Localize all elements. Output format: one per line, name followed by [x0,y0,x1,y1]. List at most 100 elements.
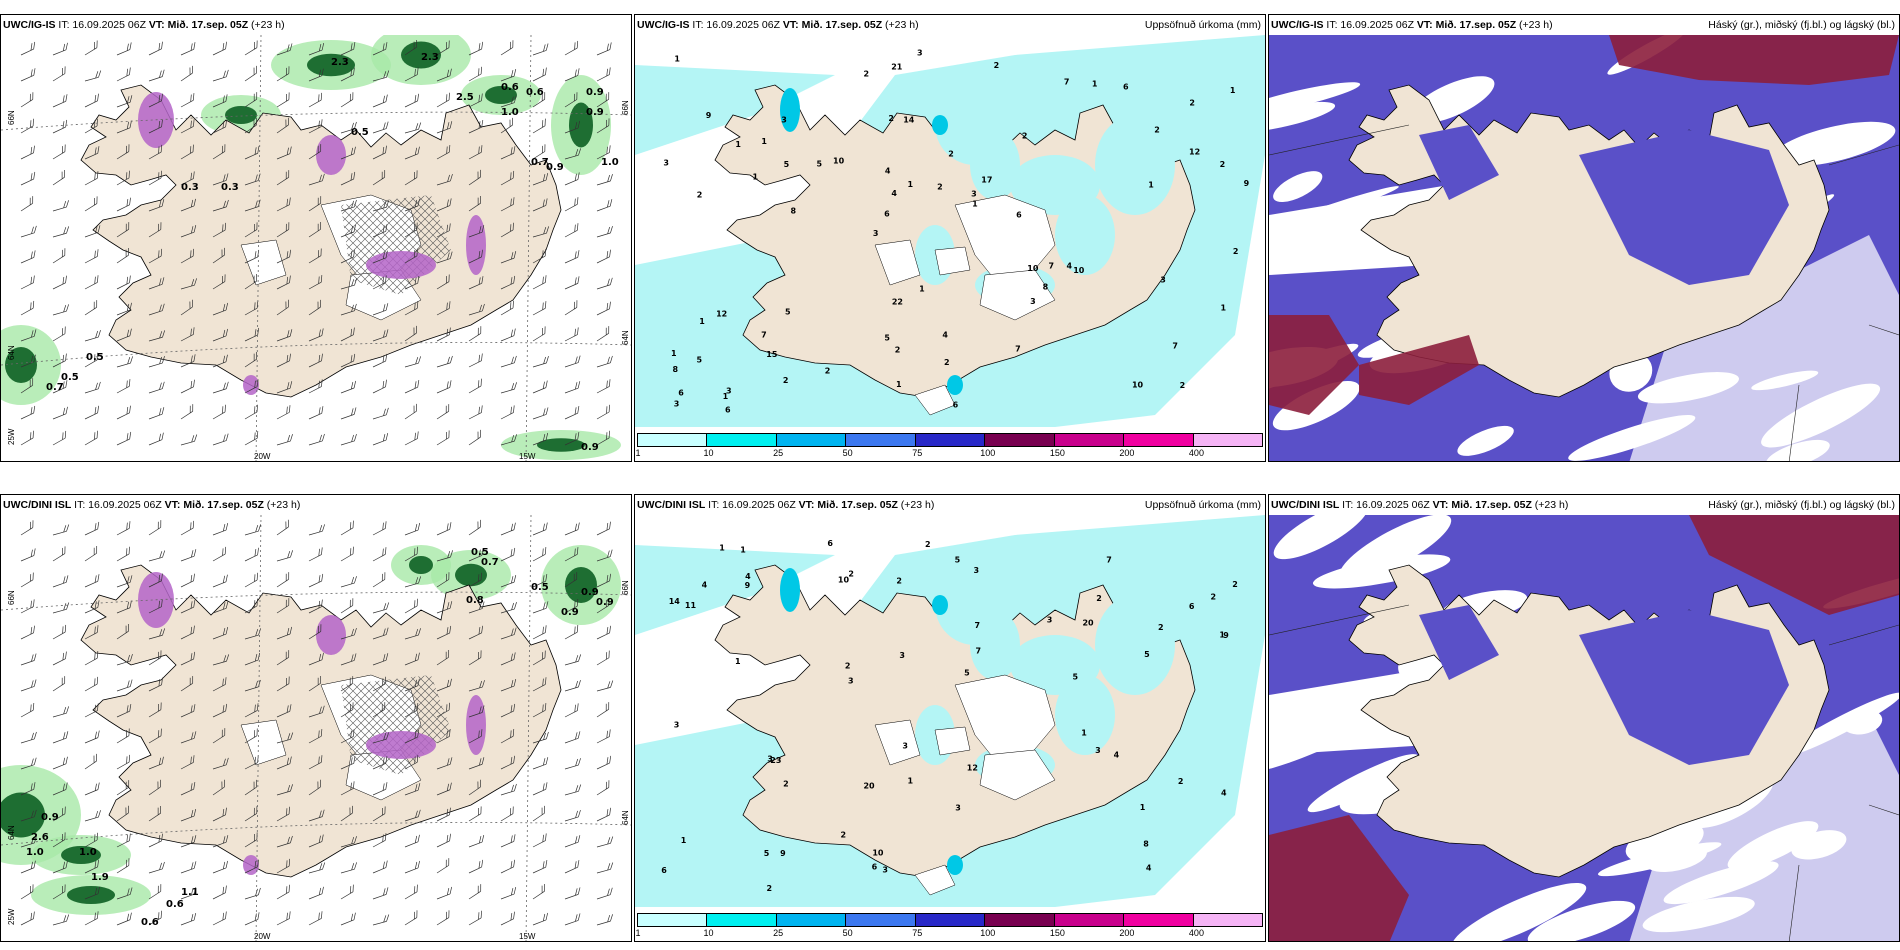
low-cloud-area [1457,425,1514,456]
wind-barb [20,809,37,822]
wind-barb [468,884,482,900]
wind-barb [340,729,355,744]
colorbar-swatches [637,433,1263,447]
wind-barb [116,197,131,212]
glacier [874,719,921,766]
wind-barb [340,224,356,238]
valid-time: Mið. 17.sep. 05Z [1435,19,1517,31]
wind-barb [180,278,198,290]
wind-barb [180,65,193,82]
precip-value-label: 3 [781,116,787,125]
wind-barb [436,572,450,588]
precip-value-label: 7 [975,646,981,655]
precip-area-medium [780,568,800,612]
wind-barb [148,330,166,342]
lat-line [1,111,631,131]
wind-barb [596,277,613,290]
wind-barb [596,42,612,56]
glacier [914,864,956,896]
precip-value-label: 12 [967,764,978,773]
precip-value-label: 5 [764,849,770,858]
wind-barb [244,652,261,666]
precip-magenta-area [366,731,436,759]
lat-line [1,822,631,846]
precip-value-label: 0.9 [581,442,599,453]
wind-barb [212,779,225,796]
wind-barb [500,886,517,900]
precip-value-label: 0.3 [221,182,239,193]
wind-barb [436,92,450,108]
precip-value-label: 4 [942,331,948,340]
wind-barb [436,251,453,264]
wind-barb [308,42,325,56]
precip-value-label: 1.0 [501,107,519,118]
precip-value-label: 2 [848,570,854,579]
wind-barb [116,679,133,692]
wind-barb [148,910,162,926]
precip-value-label: 0.7 [531,157,549,168]
wind-barb [436,327,451,342]
wind-barb [596,598,610,614]
wind-barb [308,299,321,316]
precip-value-label: 2 [1189,98,1195,107]
wind-barb [308,433,325,446]
wind-barb [404,198,420,212]
wind-barb [564,703,579,718]
wind-barb [52,169,65,186]
wind-barb [564,120,581,134]
wind-barb [372,329,389,342]
colorbar-tick-label: 150 [1049,448,1065,458]
wind-barb [564,92,578,108]
wind-barb [436,757,453,770]
wind-barb [500,405,515,420]
precip-value-label: 7 [1106,556,1112,565]
wind-barb [276,381,293,394]
precip-value-label: 10 [1073,266,1085,275]
colorbar-swatch [776,434,847,446]
precip-value-label: 2.3 [331,57,349,68]
wind-barb [276,434,293,446]
precip-value-label: 0.9 [546,162,564,173]
wind-barb [276,835,293,848]
wind-barb [20,300,35,316]
wind-barb [84,40,98,56]
wind-barb [372,145,387,160]
wind-barb [564,406,580,420]
wind-barb [340,862,358,874]
precip-value-label: 1 [752,172,758,181]
wind-barb [20,835,37,848]
wind-barb [500,652,516,666]
wind-barb [468,249,483,264]
wind-barb [276,911,291,926]
wind-barb [276,676,290,692]
wind-barb [436,173,453,186]
wind-barb [84,300,98,316]
wind-barb [52,524,70,536]
wind-barb [244,912,260,926]
wind-barb [116,521,131,536]
valid-time-label: VT: [1432,499,1449,511]
map-panel-1: UWC/IG-IS IT: 16.09.2025 06Z VT: Mið. 17… [0,14,632,462]
init-time: IT: 16.09.2025 06Z [58,19,146,31]
lead-time: (+23 h) [251,19,285,31]
precip-value-label: 3 [767,755,773,764]
precip-value-label: 0.6 [141,917,159,928]
wind-barb [276,43,293,56]
wind-barb [52,430,67,446]
wind-barb [532,833,547,848]
graticule-line [1269,604,1899,941]
wind-barb [180,808,197,822]
wind-barb [276,884,290,900]
wind-barb [212,703,228,718]
precip-area-medium [947,375,963,395]
map-canvas [1269,515,1899,941]
wind-barb [532,573,548,588]
colorbar-tick-label: 400 [1188,928,1204,938]
wind-barb [308,328,324,342]
precip-value-label: 3 [955,804,961,813]
wind-barb [468,601,485,614]
wind-barb [308,119,323,134]
wind-barb [404,860,420,874]
precip-green-core [401,41,441,69]
wind-barb [372,676,386,692]
